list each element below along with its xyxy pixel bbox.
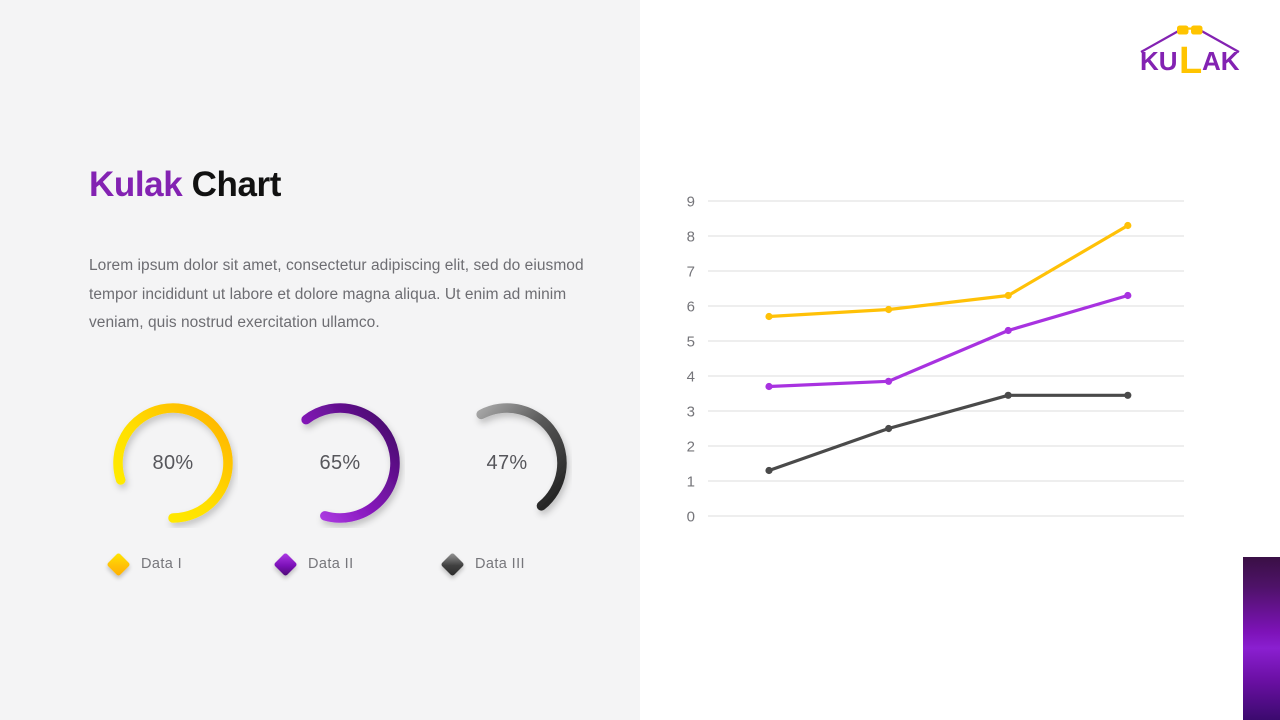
logo-right-wing-icon [1197, 28, 1240, 53]
donut-arc-svg-data-ii [301, 403, 400, 523]
y-axis-tick-label: 8 [687, 229, 695, 246]
series-point-data-ii[interactable] [1004, 326, 1012, 335]
y-axis-tick-label: 4 [687, 369, 695, 386]
donut-arc-svg-data-i [113, 403, 233, 523]
logo-left-wing-icon [1140, 28, 1183, 53]
chart-y-axis-labels: 0 1 2 3 4 5 6 7 8 9 [687, 194, 695, 526]
series-line-data-iii [767, 393, 1130, 473]
donut-value-data-iii: 47% [486, 451, 528, 474]
y-axis-tick-label: 1 [687, 474, 695, 491]
y-axis-tick-label: 2 [687, 439, 695, 456]
y-axis-tick-label: 6 [687, 299, 695, 316]
series-point-data-ii[interactable] [885, 377, 893, 385]
legend-item-data-ii: Data II [256, 552, 424, 577]
donut-card-data-i[interactable]: 80% Data I [89, 398, 257, 598]
y-axis-tick-label: 0 [687, 509, 695, 526]
donut-chart-data-ii: 65% [275, 398, 405, 528]
legend-label-data-i: Data I [141, 555, 183, 572]
series-line-data-i [767, 223, 1130, 319]
donut-card-data-iii[interactable]: 47% Data III [423, 398, 591, 598]
donut-value-data-i: 80% [152, 451, 194, 474]
series-point-data-i[interactable] [885, 305, 893, 314]
legend-item-data-iii: Data III [423, 552, 591, 577]
series-point-data-iii[interactable] [765, 466, 773, 475]
logo-text-ak: AK [1202, 46, 1240, 76]
series-point-data-i[interactable] [765, 312, 773, 321]
series-point-data-iii[interactable] [1004, 391, 1012, 399]
series-point-data-ii[interactable] [1124, 291, 1132, 300]
y-axis-tick-label: 3 [687, 404, 695, 421]
legend-item-data-i: Data I [89, 552, 257, 577]
y-axis-tick-label: 5 [687, 334, 695, 351]
page-title-rest: Chart [191, 165, 282, 204]
donut-chart-group: 80% Data I [89, 398, 601, 598]
donut-card-data-ii[interactable]: 65% Data II [256, 398, 424, 598]
right-panel [640, 0, 1280, 720]
accent-bar [1243, 557, 1280, 720]
donut-value-data-ii: 65% [319, 451, 361, 474]
kulak-logo[interactable]: KU L AK [1138, 16, 1242, 76]
left-panel: Kulak Chart Lorem ipsum dolor sit amet, … [0, 0, 640, 720]
series-point-data-ii[interactable] [765, 382, 773, 391]
legend-label-data-ii: Data II [308, 555, 354, 572]
page-title: Kulak Chart [89, 162, 281, 208]
donut-chart-data-iii: 47% [442, 398, 572, 528]
logo-text-l: L [1179, 40, 1202, 76]
legend-label-data-iii: Data III [475, 555, 525, 572]
donut-chart-data-i: 80% [108, 398, 238, 528]
series-point-data-iii[interactable] [1124, 391, 1132, 399]
series-point-data-i[interactable] [1004, 291, 1012, 300]
logo-sunglasses-icon [1177, 25, 1203, 35]
series-line-data-ii [767, 293, 1130, 389]
chart-series-group [765, 221, 1132, 475]
body-paragraph: Lorem ipsum dolor sit amet, consectetur … [89, 257, 584, 331]
logo-text-ku: KU [1140, 46, 1178, 76]
series-point-data-i[interactable] [1124, 221, 1132, 230]
y-axis-tick-label: 9 [687, 194, 695, 211]
series-point-data-iii[interactable] [885, 424, 893, 433]
donut-arc-svg-data-iii [476, 403, 567, 511]
y-axis-tick-label: 7 [687, 264, 695, 281]
page-title-brand: Kulak [89, 165, 183, 204]
